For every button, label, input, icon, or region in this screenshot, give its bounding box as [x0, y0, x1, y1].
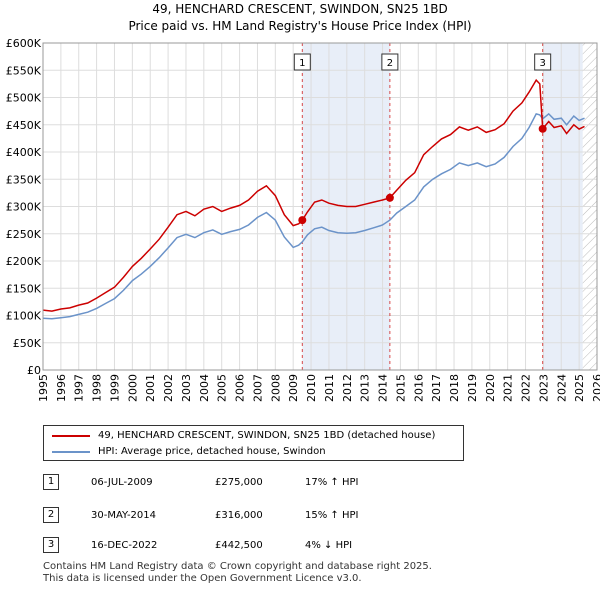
x-tick-label: 2025	[573, 374, 586, 402]
x-tick-label: 2016	[412, 374, 425, 402]
footer-licence: This data is licensed under the Open Gov…	[43, 573, 362, 584]
legend: 49, HENCHARD CRESCENT, SWINDON, SN25 1BD…	[43, 425, 464, 461]
chart-title: 49, HENCHARD CRESCENT, SWINDON, SN25 1BD	[152, 2, 448, 16]
sale-point	[298, 216, 307, 225]
x-tick-label: 2005	[216, 374, 229, 402]
x-tick-label: 2020	[484, 374, 497, 402]
y-tick-label: £350K	[6, 173, 42, 186]
transaction-hpi: 17% ↑ HPI	[305, 477, 359, 488]
y-tick-label: £150K	[6, 282, 42, 295]
x-tick-label: 2006	[234, 374, 247, 402]
sale-point	[538, 124, 547, 133]
y-tick-label: £600K	[6, 37, 42, 50]
x-tick-label: 2023	[537, 374, 550, 402]
x-tick-label: 2008	[269, 374, 282, 402]
x-tick-label: 2013	[359, 374, 372, 402]
x-tick-label: 1997	[73, 374, 86, 402]
x-tick-label: 1999	[108, 374, 121, 402]
sale-label-box	[381, 53, 399, 71]
x-tick-label: 2010	[305, 374, 318, 402]
x-tick-label: 2007	[251, 374, 264, 402]
y-tick-label: £0	[27, 364, 41, 377]
footer-copyright: Contains HM Land Registry data © Crown c…	[43, 561, 432, 572]
x-tick-label: 2022	[520, 374, 533, 402]
x-tick-label: 1995	[37, 374, 50, 402]
x-tick-label: 1998	[91, 374, 104, 402]
transaction-date: 16-DEC-2022	[91, 540, 158, 551]
x-tick-label: 2000	[126, 374, 139, 402]
x-tick-label: 2014	[377, 374, 390, 402]
legend-label-hpi: HPI: Average price, detached house, Swin…	[98, 446, 326, 457]
transaction-hpi: 15% ↑ HPI	[305, 510, 359, 521]
sale-point	[385, 193, 394, 202]
x-tick-label: 1996	[55, 374, 68, 402]
x-tick-label: 2026	[591, 374, 600, 402]
x-tick-label: 2017	[430, 374, 443, 402]
x-tick-label: 2009	[287, 374, 300, 402]
transaction-badge: 1	[43, 474, 59, 490]
sale-label: 3	[539, 58, 545, 69]
y-tick-label: £100K	[6, 310, 42, 323]
y-tick-label: £200K	[6, 255, 42, 268]
y-tick-label: £50K	[13, 337, 42, 350]
y-tick-label: £300K	[6, 201, 42, 214]
x-tick-label: 2019	[466, 374, 479, 402]
series-line-hpi	[43, 112, 585, 320]
transaction-price: £442,500	[215, 540, 263, 551]
y-tick-label: £550K	[6, 64, 42, 77]
y-tick-label: £500K	[6, 92, 42, 105]
x-tick-label: 2024	[555, 374, 568, 402]
x-tick-label: 2021	[502, 374, 515, 402]
price-chart: 1 2 3 £0 £50K £100K £150K £200K £250K £300K £350K £…	[6, 37, 600, 402]
x-tick-label: 2012	[341, 374, 354, 402]
legend-swatch-hpi	[52, 451, 90, 453]
legend-swatch-property	[52, 435, 90, 437]
y-tick-label: £250K	[6, 228, 42, 241]
sale-label: 1	[299, 58, 305, 69]
y-tick-label: £450K	[6, 119, 42, 132]
legend-label-property: 49, HENCHARD CRESCENT, SWINDON, SN25 1BD…	[98, 430, 436, 441]
transaction-badge: 2	[43, 507, 59, 523]
transaction-date: 30-MAY-2014	[91, 510, 157, 521]
sale-label: 2	[387, 58, 393, 69]
x-tick-label: 2004	[198, 374, 211, 402]
sale-label-box	[534, 53, 552, 71]
transaction-price: £275,000	[215, 477, 263, 488]
plot-border	[42, 42, 598, 371]
x-tick-label: 2011	[323, 374, 336, 402]
transaction-badge: 3	[43, 537, 59, 553]
x-tick-label: 2018	[448, 374, 461, 402]
chart-subtitle: Price paid vs. HM Land Registry's House …	[128, 19, 472, 33]
y-tick-label: £400K	[6, 146, 42, 159]
series-line-property	[43, 78, 585, 312]
x-tick-label: 2001	[144, 374, 157, 402]
sale-label-box	[293, 53, 311, 71]
x-tick-label: 2003	[180, 374, 193, 402]
transaction-hpi: 4% ↓ HPI	[305, 540, 353, 551]
transaction-date: 06-JUL-2009	[91, 477, 153, 488]
transaction-price: £316,000	[215, 510, 263, 521]
x-tick-label: 2002	[162, 374, 175, 402]
x-tick-label: 2015	[394, 374, 407, 402]
